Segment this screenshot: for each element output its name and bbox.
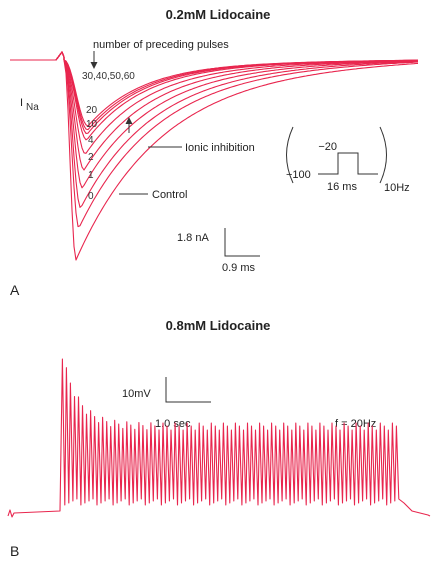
scale-bar-voltage-label: 10mV (122, 388, 151, 400)
trace-60 (10, 51, 418, 127)
panel-a-scale-bar: 1.8 nA 0.9 ms (177, 228, 260, 274)
panel-a-label: A (10, 282, 20, 298)
protocol-left-bracket (286, 126, 294, 184)
up-arrow (125, 117, 133, 133)
trace-label-20: 20 (86, 105, 98, 116)
protocol-right-bracket (379, 126, 387, 184)
down-arrow (90, 51, 98, 69)
y-axis-label: I (20, 97, 23, 109)
trace-4 (10, 51, 419, 189)
scale-bar-time-label-a: 0.9 ms (222, 262, 256, 274)
header-annotation: number of preceding pulses (93, 39, 229, 51)
up-arrow-head (125, 117, 133, 124)
trace-2 (10, 51, 419, 208)
trace-label-2: 2 (88, 152, 94, 163)
panel-b-trace (7, 358, 431, 518)
trace-label-0: 0 (88, 191, 94, 202)
panel-b-title: 0.8mM Lidocaine (166, 318, 271, 333)
y-axis-label-sub: Na (26, 102, 39, 113)
trace-label-1: 1 (88, 170, 94, 181)
protocol-step-label: −20 (318, 141, 337, 153)
pulse-group-label: 30,40,50,60 (82, 71, 135, 82)
action-potential-train (7, 358, 431, 518)
trace-30 (10, 51, 418, 141)
scale-bar-current-label: 1.8 nA (177, 232, 209, 244)
scale-bar-b-lines (165, 377, 211, 403)
trace-label-10: 10 (86, 119, 98, 130)
trace-1 (10, 51, 419, 228)
down-arrow-head (90, 62, 98, 69)
trace-control (10, 51, 419, 261)
panel-a-title: 0.2mM Lidocaine (166, 7, 271, 22)
trace-10 (10, 51, 419, 171)
protocol-frequency-label: 10Hz (384, 182, 410, 194)
panel-b-label: B (10, 543, 19, 559)
ionic-inhibition-label: Ionic inhibition (185, 142, 255, 154)
protocol-hold-label: −100 (286, 169, 311, 181)
panel-a-traces (10, 51, 419, 261)
protocol-duration-label: 16 ms (327, 181, 357, 193)
scale-bar-a-lines (224, 228, 260, 257)
trace-label-4: 4 (88, 135, 94, 146)
scale-bar-time-label-b: 1.0 sec (155, 418, 191, 430)
protocol-waveform (318, 152, 378, 175)
protocol-inset: −20 −100 16 ms 10Hz (286, 126, 410, 194)
panel-b-scale-bar: 10mV 1.0 sec (122, 377, 211, 430)
control-label: Control (152, 189, 187, 201)
